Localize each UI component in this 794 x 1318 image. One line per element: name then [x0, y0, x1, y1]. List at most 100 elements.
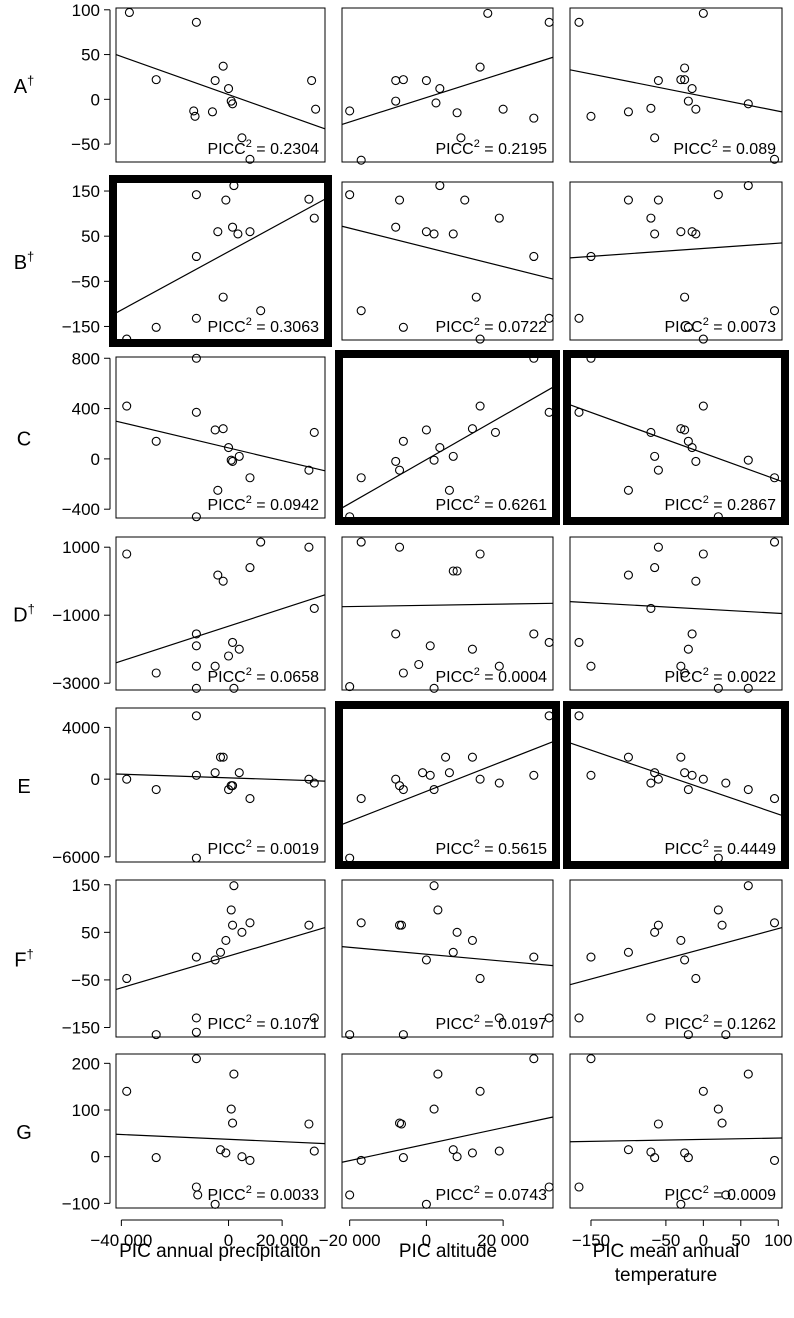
data-point [529, 770, 539, 780]
picc-label: PICC2 = 0.2867 [664, 494, 776, 514]
panel-frame [341, 879, 554, 1038]
data-point [494, 1146, 504, 1156]
panel-frame [115, 1053, 326, 1209]
data-point [586, 952, 596, 962]
row-label: B† [14, 249, 35, 274]
data-point [245, 794, 255, 804]
data-point [683, 322, 693, 332]
panel-frame [115, 879, 326, 1038]
data-point [391, 774, 401, 784]
row-label: D† [13, 602, 35, 627]
data-point [650, 563, 660, 573]
data-point [683, 784, 693, 795]
data-point [429, 455, 439, 465]
data-point [210, 661, 220, 671]
picc-label: PICC2 = 0.0004 [435, 666, 547, 686]
regression-line [115, 53, 326, 130]
data-point [304, 194, 314, 204]
data-point [356, 1155, 366, 1165]
picc-label: PICC2 = 0.0942 [207, 494, 319, 514]
data-point [245, 563, 255, 573]
data-point [433, 905, 443, 915]
y-tick-label: 50 [81, 923, 100, 942]
data-point [650, 451, 660, 461]
data-point [191, 190, 201, 200]
data-point [191, 1027, 201, 1037]
data-point [191, 629, 201, 639]
x-label-altitude: PIC altitude [398, 1241, 498, 1262]
data-point [743, 1069, 753, 1079]
data-point [151, 668, 161, 678]
panel-frame [569, 1053, 783, 1209]
data-point [452, 1152, 462, 1162]
data-point [475, 334, 485, 344]
data-point [223, 443, 234, 453]
data-point [646, 1013, 656, 1023]
picc-label: PICC2 = 0.089 [673, 138, 776, 158]
data-point [698, 334, 708, 344]
picc-label: PICC2 = 0.5615 [435, 838, 547, 858]
picc-label: PICC2 = 0.0658 [207, 666, 319, 686]
data-point [191, 661, 201, 671]
data-point [586, 111, 596, 121]
data-point [304, 1119, 314, 1129]
picc-label: PICC2 = 0.0022 [664, 666, 776, 686]
data-point [311, 104, 321, 114]
data-point [304, 920, 314, 930]
row-label: G [16, 1122, 32, 1144]
data-point [467, 935, 477, 945]
regression-line [569, 404, 783, 483]
data-point [228, 222, 238, 232]
data-point [475, 62, 485, 72]
y-tick-label: 4000 [62, 718, 100, 737]
data-point [475, 549, 485, 559]
y-tick-label: 200 [72, 1054, 100, 1073]
data-point [421, 1199, 431, 1209]
scatter-panel: PICC2 = 0.4449 [563, 701, 789, 869]
data-point [345, 1190, 355, 1200]
picc-label: PICC2 = 0.2304 [207, 138, 319, 158]
regression-line [569, 601, 783, 615]
data-point [698, 401, 708, 411]
scatter-panel: PICC2 = 0.0743 [341, 1053, 554, 1209]
data-point [191, 1182, 201, 1192]
scatter-panel: PICC2 = 0.089 [569, 7, 783, 164]
data-point [713, 512, 723, 522]
picc-label: PICC2 = 0.0009 [664, 1184, 776, 1204]
regression-line [341, 225, 554, 280]
data-point [398, 1030, 408, 1040]
panel-frame [341, 7, 554, 163]
scatter-panel: PICC2 = 0.0197 [341, 879, 554, 1040]
data-point [691, 576, 701, 586]
data-point [191, 512, 201, 522]
data-point [460, 195, 470, 205]
data-point [769, 537, 780, 547]
data-point [544, 711, 554, 721]
data-point [713, 1104, 723, 1114]
y-tick-label: 400 [72, 400, 100, 419]
data-point [218, 292, 228, 302]
regression-line [569, 926, 783, 986]
data-point [646, 603, 656, 613]
data-point [122, 549, 132, 559]
data-point [452, 108, 462, 118]
data-point [425, 641, 435, 651]
panel-frame [115, 536, 326, 691]
data-point [189, 106, 199, 116]
data-point [680, 63, 690, 73]
data-point [683, 96, 693, 106]
data-point [256, 306, 266, 316]
data-point [574, 711, 584, 721]
data-point [356, 918, 366, 928]
data-point [207, 107, 218, 117]
data-point [743, 181, 753, 191]
x-tick-label: 100 [764, 1231, 792, 1250]
picc-label: PICC2 = 0.1071 [207, 1013, 319, 1033]
data-point [687, 629, 697, 639]
data-point [151, 436, 161, 446]
data-point [698, 8, 708, 18]
scatter-panel: PICC2 = 0.2195 [341, 7, 554, 165]
data-point [210, 768, 220, 778]
picc-label: PICC2 = 0.2195 [435, 138, 547, 158]
